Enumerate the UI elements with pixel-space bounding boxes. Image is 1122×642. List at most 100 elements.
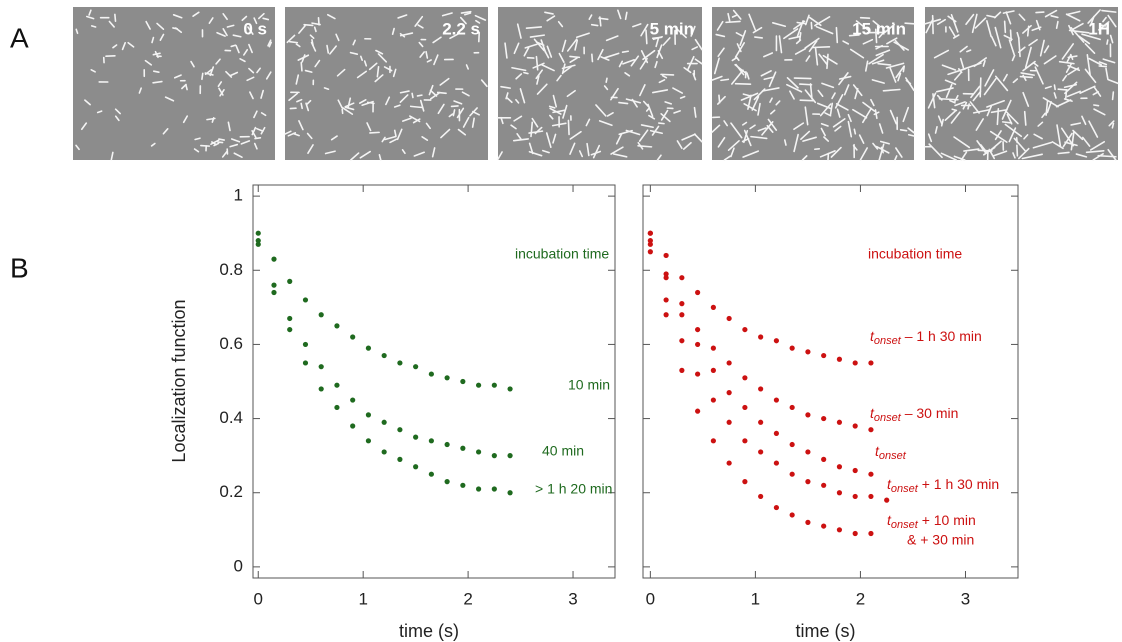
filament [836,108,841,118]
data-point [663,252,669,259]
filament [121,41,126,51]
filament [471,117,475,128]
data-point [789,441,795,448]
filament [1022,91,1030,107]
filament [159,33,165,41]
filament [752,26,763,34]
data-point [726,419,732,425]
filament [432,36,442,44]
filament [510,124,517,130]
filament [770,109,776,115]
filament [798,32,802,41]
filament [1017,36,1021,58]
filament [363,60,368,67]
data-point [726,315,732,322]
filament [875,49,891,57]
filament [740,92,759,101]
filament [830,146,842,158]
filament [393,104,401,108]
filament [804,106,809,126]
filament [1081,136,1091,147]
filament [963,148,980,152]
filament [530,121,534,138]
panel-label: B [10,252,29,283]
data-point [726,460,732,466]
image-background [73,7,275,160]
filament [409,105,423,109]
filament [230,138,241,143]
filament [399,94,409,103]
filament [873,111,880,116]
filament [1092,153,1104,161]
image-label: 15 min [852,19,906,38]
filament [585,118,591,127]
filament [108,20,115,28]
filament [794,47,807,55]
filament [549,107,562,115]
filament [419,51,425,58]
filament [429,91,441,100]
filament [1026,25,1030,37]
filament [950,111,961,124]
filament [561,39,567,53]
filament [586,142,590,157]
data-point [460,482,466,488]
data-point [679,367,685,373]
filament [439,77,450,86]
filament [569,57,578,64]
filament [592,144,601,159]
filament [344,102,355,108]
x-tick-label: 1 [358,589,367,608]
filament [295,43,301,48]
filament [127,41,135,48]
filament [966,49,972,53]
filament [383,66,393,72]
filament [1019,75,1034,79]
series-label: 40 min [542,443,584,459]
data-point [742,326,748,333]
filament [1107,148,1117,161]
filament [1050,15,1059,19]
filament [852,144,858,151]
filament [330,135,338,141]
filament [723,120,729,127]
filament [805,55,811,62]
y-tick-label: 0.8 [219,260,243,279]
filament [816,102,832,110]
filament [366,122,372,132]
filament [932,93,936,109]
filament [1002,73,1008,82]
data-point [710,397,716,403]
filament [193,148,200,153]
filament [449,33,460,40]
filament [648,114,656,120]
filament [306,99,312,105]
filament [618,60,624,68]
filament [307,144,314,155]
data-point [381,419,387,425]
filament [1066,90,1081,98]
filament [229,143,239,148]
filament [374,74,384,83]
filament [421,136,429,141]
data-point [255,241,261,247]
filament [952,34,960,39]
filament [808,40,818,53]
series-label: 10 min [568,377,610,393]
series-label: & + 30 min [907,532,974,548]
filament [412,118,421,124]
data-point [805,519,811,525]
filament [624,11,628,21]
data-point [318,364,324,370]
panel-label: A [10,22,29,53]
filament [994,130,1002,141]
filament [769,97,773,103]
x-tick-label: 2 [856,589,865,608]
filament [595,104,607,117]
filament [309,34,315,39]
filament [778,35,783,54]
filament [693,106,697,118]
label-symbol: t [870,405,875,421]
filament [369,131,380,134]
filament [605,77,608,84]
